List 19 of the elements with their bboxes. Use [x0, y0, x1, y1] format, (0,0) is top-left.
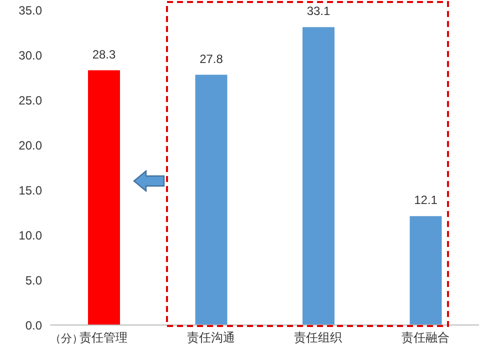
y-tick-label: 10.0 — [18, 228, 42, 242]
x-tick-label: 责任组织 — [294, 330, 342, 345]
y-tick-label: 25.0 — [18, 93, 42, 108]
y-tick-label: 35.0 — [18, 3, 42, 18]
data-label: 33.1 — [306, 4, 330, 18]
bar — [195, 74, 228, 325]
x-tick-label: 责任融合 — [401, 330, 450, 345]
bar — [88, 70, 120, 325]
y-tick-label: 0.0 — [25, 318, 42, 332]
y-tick-label: 30.0 — [18, 48, 42, 62]
data-label: 12.1 — [414, 193, 438, 208]
bar — [302, 27, 334, 325]
y-tick-label: 5.0 — [25, 273, 42, 288]
data-label: 28.3 — [92, 47, 116, 62]
y-tick-label: 20.0 — [18, 138, 42, 152]
x-tick-label: 责任沟通 — [186, 330, 235, 345]
y-tick-label: 15.0 — [18, 183, 42, 198]
bar — [410, 216, 442, 325]
data-label: 27.8 — [200, 52, 224, 66]
